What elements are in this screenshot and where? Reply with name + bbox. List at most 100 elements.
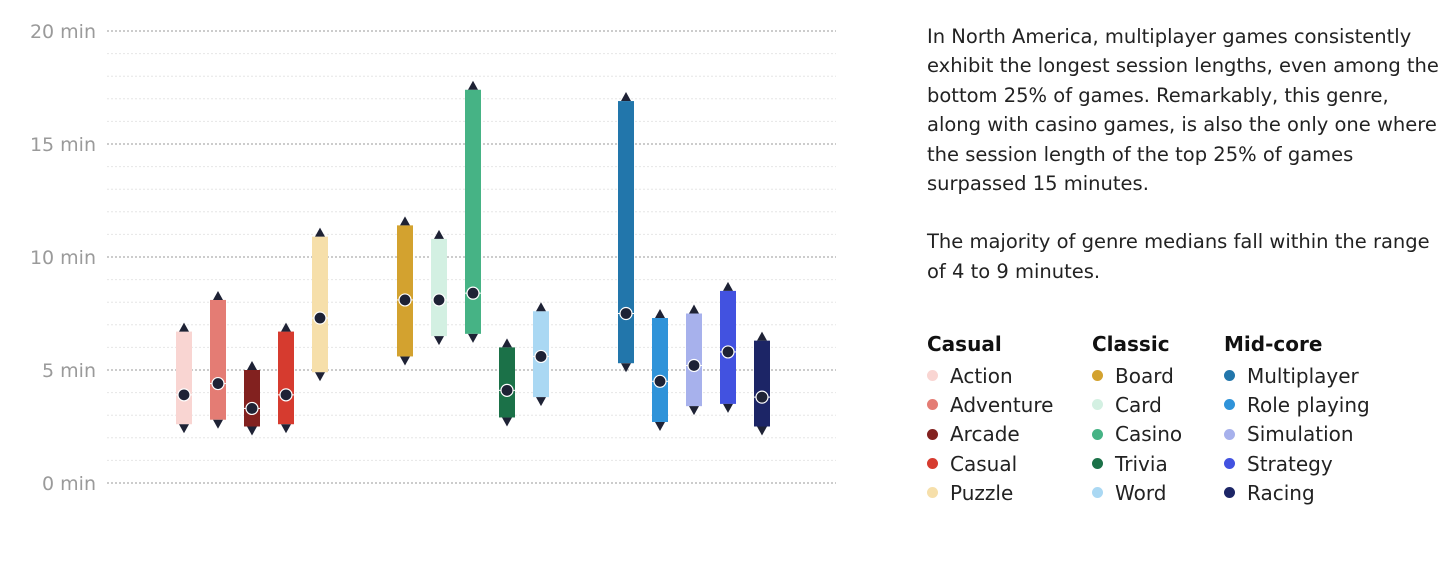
description-paragraph-1: In North America, multiplayer games cons… xyxy=(927,25,1439,196)
legend-swatch xyxy=(1224,399,1235,411)
legend-swatch xyxy=(1224,428,1235,440)
median-marker xyxy=(619,306,633,321)
y-tick-label: 20 min xyxy=(30,21,96,43)
bottom-quartile-marker xyxy=(621,363,631,373)
legend-label: Action xyxy=(950,363,1013,388)
median-marker xyxy=(313,311,327,325)
legend-swatch xyxy=(1092,458,1103,470)
top-quartile-marker xyxy=(468,80,478,90)
range-bar-casino xyxy=(465,89,481,334)
legend-label: Puzzle xyxy=(950,480,1014,505)
bottom-quartile-marker xyxy=(502,417,512,427)
legend-swatch xyxy=(927,399,938,411)
median-marker xyxy=(755,390,769,404)
legend-item-casual: Casual xyxy=(927,449,1053,478)
bottom-quartile-marker xyxy=(655,421,665,431)
legend-item-arcade: Arcade xyxy=(927,420,1053,449)
bottom-quartile-marker xyxy=(468,333,478,343)
range-bar-multiplayer xyxy=(618,101,634,364)
legend-label: Strategy xyxy=(1247,451,1333,476)
legend-swatch xyxy=(1092,428,1103,440)
legend-label: Multiplayer xyxy=(1247,363,1359,388)
range-bar-casual xyxy=(278,331,294,425)
legend-swatch xyxy=(1092,399,1103,411)
legend-item-action: Action xyxy=(927,361,1053,390)
top-quartile-marker xyxy=(655,309,665,319)
legend-swatch xyxy=(927,428,938,440)
top-quartile-marker xyxy=(315,227,325,237)
bottom-quartile-marker xyxy=(247,426,257,436)
range-bar-trivia xyxy=(499,347,515,418)
legend-item-casino: Casino xyxy=(1092,420,1182,449)
range-bar-puzzle xyxy=(312,236,328,373)
legend-item-racing: Racing xyxy=(1224,478,1370,507)
top-quartile-marker xyxy=(400,216,410,226)
legend-swatch xyxy=(1224,458,1235,470)
top-quartile-marker xyxy=(213,290,223,300)
legend-label: Role playing xyxy=(1247,392,1370,417)
legend-group-classic: Classic Board Card Casino Trivia Word xyxy=(1092,332,1182,507)
median-marker xyxy=(534,349,548,364)
legend-item-strategy: Strategy xyxy=(1224,449,1370,478)
legend-item-role-playing: Role playing xyxy=(1224,390,1370,419)
range-bar-arcade xyxy=(244,370,260,427)
bottom-quartile-marker xyxy=(179,424,189,434)
legend-item-card: Card xyxy=(1092,390,1182,419)
bottom-quartile-marker xyxy=(315,372,325,382)
median-marker xyxy=(177,388,191,402)
y-tick-label: 0 min xyxy=(42,473,96,495)
legend-group-title: Mid-core xyxy=(1224,332,1323,356)
bottom-quartile-marker xyxy=(281,424,291,434)
top-quartile-marker xyxy=(723,281,733,291)
median-marker xyxy=(687,358,701,373)
bottom-quartile-marker xyxy=(213,419,223,429)
legend-swatch xyxy=(927,458,938,470)
top-quartile-marker xyxy=(179,322,189,332)
legend-swatch xyxy=(1224,370,1235,382)
range-bar-card xyxy=(431,238,447,337)
range-bar-racing xyxy=(754,340,770,427)
legend-item-board: Board xyxy=(1092,361,1182,390)
bottom-quartile-marker xyxy=(400,356,410,366)
bottom-quartile-marker xyxy=(723,403,733,413)
legend-item-multiplayer: Multiplayer xyxy=(1224,361,1370,390)
bottom-quartile-marker xyxy=(757,426,767,436)
median-marker xyxy=(721,345,735,359)
bottom-quartile-marker xyxy=(689,406,699,416)
legend-label: Adventure xyxy=(950,392,1054,417)
legend-label: Card xyxy=(1115,392,1162,417)
top-quartile-marker xyxy=(689,304,699,314)
legend-item-puzzle: Puzzle xyxy=(927,478,1053,507)
range-bar-action xyxy=(176,331,192,425)
legend-label: Simulation xyxy=(1247,422,1354,447)
legend-group-mid-core: Mid-core Multiplayer Role playing Simula… xyxy=(1224,332,1370,507)
description-paragraph-2: The majority of genre medians fall withi… xyxy=(927,230,1430,283)
legend-item-simulation: Simulation xyxy=(1224,420,1370,449)
top-quartile-marker xyxy=(434,229,444,239)
legend-label: Word xyxy=(1115,480,1167,505)
bottom-quartile-marker xyxy=(536,397,546,407)
top-quartile-marker xyxy=(536,302,546,312)
legend-item-word: Word xyxy=(1092,478,1182,507)
range-bar-role-playing xyxy=(652,318,668,422)
median-marker xyxy=(500,383,514,397)
median-marker xyxy=(211,376,225,391)
top-quartile-marker xyxy=(247,361,257,370)
median-marker xyxy=(653,374,667,388)
y-tick-label: 5 min xyxy=(42,360,96,382)
bottom-quartile-marker xyxy=(434,336,444,346)
legend-label: Board xyxy=(1115,363,1174,388)
top-quartile-marker xyxy=(281,322,291,332)
y-tick-label: 10 min xyxy=(30,247,96,269)
median-marker xyxy=(279,388,293,402)
legend-group-title: Casual xyxy=(927,332,1002,356)
legend-swatch xyxy=(1224,487,1235,499)
median-marker xyxy=(432,293,446,307)
y-tick-label: 15 min xyxy=(30,134,96,156)
legend-label: Arcade xyxy=(950,422,1020,447)
legend-label: Casual xyxy=(950,451,1018,476)
legend-group-casual: Casual Action Adventure Arcade Casual Pu… xyxy=(927,332,1053,507)
range-bar-adventure xyxy=(210,299,226,420)
median-marker xyxy=(398,293,412,307)
legend-group-title: Classic xyxy=(1092,332,1170,356)
